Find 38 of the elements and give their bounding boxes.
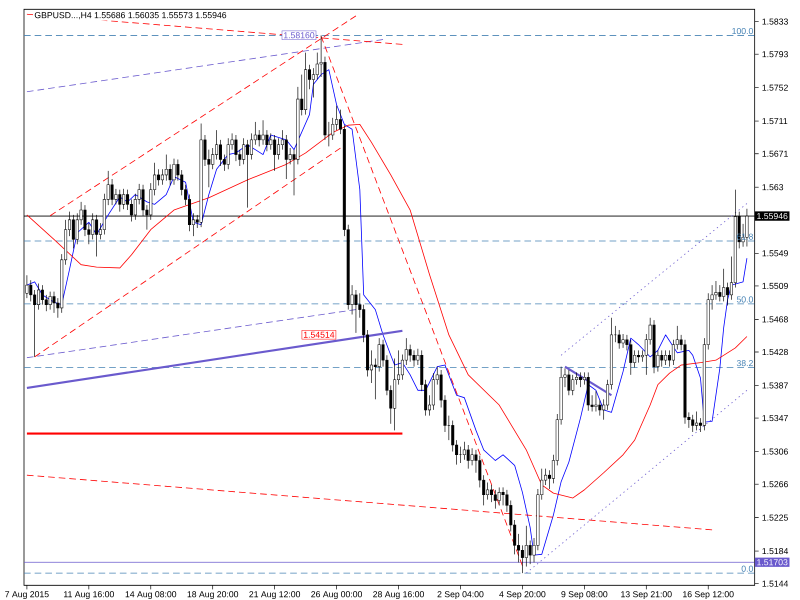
x-tick-label: 7 Aug 2015 xyxy=(5,591,49,600)
y-tick-label: 1.5752 xyxy=(762,84,788,91)
x-tick-label: 13 Sep 21:00 xyxy=(621,591,672,600)
y-tick-label: 1.5833 xyxy=(762,18,788,25)
x-tick-label: 4 Sep 20:00 xyxy=(499,591,546,600)
x-tick-label: 18 Aug 20:00 xyxy=(188,591,238,600)
annotation: 38.2 xyxy=(736,360,753,366)
annotation: 100.0 xyxy=(732,28,753,34)
chart-title: GBPUSD...,H4 1.55686 1.56035 1.55573 1.55946 xyxy=(34,12,226,20)
y-tick-label: 1.5306 xyxy=(762,448,788,455)
y-tick-label: 1.5549 xyxy=(762,250,788,256)
annotation: 0.0 xyxy=(742,566,753,572)
y-tick-label: 1.5347 xyxy=(762,415,788,422)
x-tick-label: 9 Sep 08:00 xyxy=(561,591,608,600)
y-tick-label: 1.563 xyxy=(762,184,784,190)
y-tick-label: 1.5184 xyxy=(762,548,788,554)
y-tick-label: 1.5671 xyxy=(762,150,788,157)
x-tick-label: 26 Aug 00:00 xyxy=(311,591,362,600)
annotation: 1.54514 xyxy=(304,332,334,338)
y-tick-label: 1.5509 xyxy=(762,282,788,289)
y-tick-label: 1.5711 xyxy=(762,118,788,124)
x-tick-label: 2 Sep 04:00 xyxy=(438,591,484,600)
y-tick-label: 1.5387 xyxy=(762,382,788,389)
annotation: 50.0 xyxy=(736,296,753,303)
x-tick-label: 21 Aug 12:00 xyxy=(249,591,300,600)
y-tick-label: 1.5793 xyxy=(762,51,788,58)
y-tick-label: 1.5144 xyxy=(762,580,788,587)
x-tick-label: 28 Aug 16:00 xyxy=(373,591,424,600)
y-tick-label: 1.5225 xyxy=(762,514,788,521)
y-tick-label: 1.5266 xyxy=(762,481,788,488)
y-tick-label: 1.5428 xyxy=(762,348,788,356)
ref-line-label: 1.51703 xyxy=(757,559,788,566)
annotation: 1.58160 xyxy=(284,32,314,38)
ref-line-label: 1.55946 xyxy=(757,213,788,220)
y-tick-label: 1.5468 xyxy=(762,316,788,322)
x-tick-label: 14 Aug 08:00 xyxy=(126,591,176,600)
x-tick-label: 11 Aug 16:00 xyxy=(64,591,114,600)
x-tick-label: 16 Sep 12:00 xyxy=(683,591,734,600)
